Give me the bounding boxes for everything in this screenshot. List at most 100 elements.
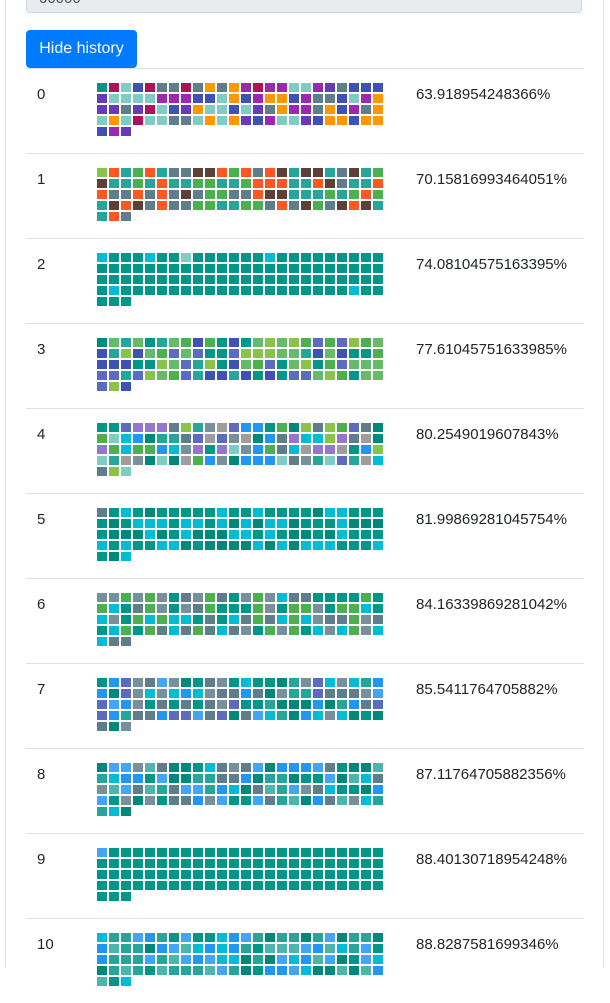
- color-swatch: [277, 168, 287, 177]
- color-swatch: [193, 434, 203, 443]
- color-swatch: [277, 94, 287, 103]
- color-swatch: [181, 179, 191, 188]
- color-swatch: [349, 179, 359, 188]
- color-swatch: [157, 116, 167, 125]
- color-swatch: [121, 445, 131, 454]
- color-swatch: [277, 83, 287, 92]
- color-swatch: [205, 626, 215, 635]
- color-swatch: [373, 848, 383, 857]
- color-swatch: [97, 870, 107, 879]
- color-swatch: [301, 179, 311, 188]
- color-swatch: [313, 275, 323, 284]
- color-swatch: [133, 626, 143, 635]
- generation-index: 6: [37, 596, 46, 613]
- color-swatch: [265, 456, 275, 465]
- color-swatch: [157, 689, 167, 698]
- color-swatch: [97, 774, 107, 783]
- color-swatch: [301, 870, 311, 879]
- color-swatch: [121, 966, 131, 975]
- history-row: 5 81.99869281045754%: [26, 493, 584, 578]
- color-swatch: [169, 105, 179, 114]
- color-swatch: [109, 519, 119, 528]
- color-swatch: [97, 637, 107, 646]
- color-swatch: [337, 201, 347, 210]
- color-swatch: [121, 275, 131, 284]
- color-swatch: [229, 848, 239, 857]
- color-swatch: [313, 105, 323, 114]
- color-swatch: [229, 360, 239, 369]
- color-swatch: [301, 955, 311, 964]
- color-swatch: [241, 105, 251, 114]
- color-swatch: [181, 168, 191, 177]
- color-swatch-grid: [97, 253, 387, 306]
- color-swatch: [97, 955, 107, 964]
- color-swatch: [169, 94, 179, 103]
- color-swatch: [289, 83, 299, 92]
- color-swatch: [157, 264, 167, 273]
- color-swatch: [181, 796, 191, 805]
- hide-history-button[interactable]: Hide history: [26, 30, 137, 68]
- color-swatch: [313, 711, 323, 720]
- color-swatch: [313, 508, 323, 517]
- color-swatch: [325, 94, 335, 103]
- color-swatch: [253, 423, 263, 432]
- color-swatch: [253, 678, 263, 687]
- color-swatch: [265, 116, 275, 125]
- color-swatch: [373, 615, 383, 624]
- color-swatch: [145, 349, 155, 358]
- color-swatch: [109, 807, 119, 816]
- color-swatch: [361, 870, 371, 879]
- color-swatch: [145, 541, 155, 550]
- color-swatch: [217, 116, 227, 125]
- color-swatch: [121, 892, 131, 901]
- color-swatch: [265, 955, 275, 964]
- color-swatch: [361, 678, 371, 687]
- color-swatch: [373, 881, 383, 890]
- color-swatch: [289, 286, 299, 295]
- color-swatch: [241, 508, 251, 517]
- color-swatch: [361, 519, 371, 528]
- color-swatch: [181, 859, 191, 868]
- color-swatch: [253, 201, 263, 210]
- color-swatch: [193, 168, 203, 177]
- target-field[interactable]: 00000: [26, 0, 582, 13]
- color-swatch: [337, 711, 347, 720]
- color-swatch: [337, 83, 347, 92]
- color-swatch-grid: [97, 83, 387, 136]
- color-swatch: [265, 508, 275, 517]
- color-swatch: [325, 848, 335, 857]
- color-swatch: [277, 371, 287, 380]
- color-swatch: [301, 371, 311, 380]
- color-swatch: [157, 541, 167, 550]
- color-swatch: [361, 881, 371, 890]
- color-swatch: [337, 541, 347, 550]
- history-row: 10 88.8287581699346%: [26, 918, 584, 1003]
- color-swatch: [289, 179, 299, 188]
- color-swatch: [325, 423, 335, 432]
- color-swatch: [265, 626, 275, 635]
- color-swatch: [265, 179, 275, 188]
- color-swatch: [169, 371, 179, 380]
- color-swatch: [133, 371, 143, 380]
- color-swatch: [241, 774, 251, 783]
- color-swatch: [205, 689, 215, 698]
- color-swatch: [229, 678, 239, 687]
- color-swatch: [145, 678, 155, 687]
- color-swatch: [373, 870, 383, 879]
- color-swatch: [289, 190, 299, 199]
- color-swatch: [157, 179, 167, 188]
- color-swatch: [325, 796, 335, 805]
- color-swatch: [313, 774, 323, 783]
- color-swatch: [301, 168, 311, 177]
- color-swatch: [313, 201, 323, 210]
- color-swatch: [97, 508, 107, 517]
- color-swatch: [121, 763, 131, 772]
- color-swatch: [181, 966, 191, 975]
- color-swatch: [97, 700, 107, 709]
- color-swatch: [193, 508, 203, 517]
- color-swatch: [361, 338, 371, 347]
- color-swatch: [325, 338, 335, 347]
- color-swatch: [361, 508, 371, 517]
- color-swatch: [301, 626, 311, 635]
- color-swatch: [109, 508, 119, 517]
